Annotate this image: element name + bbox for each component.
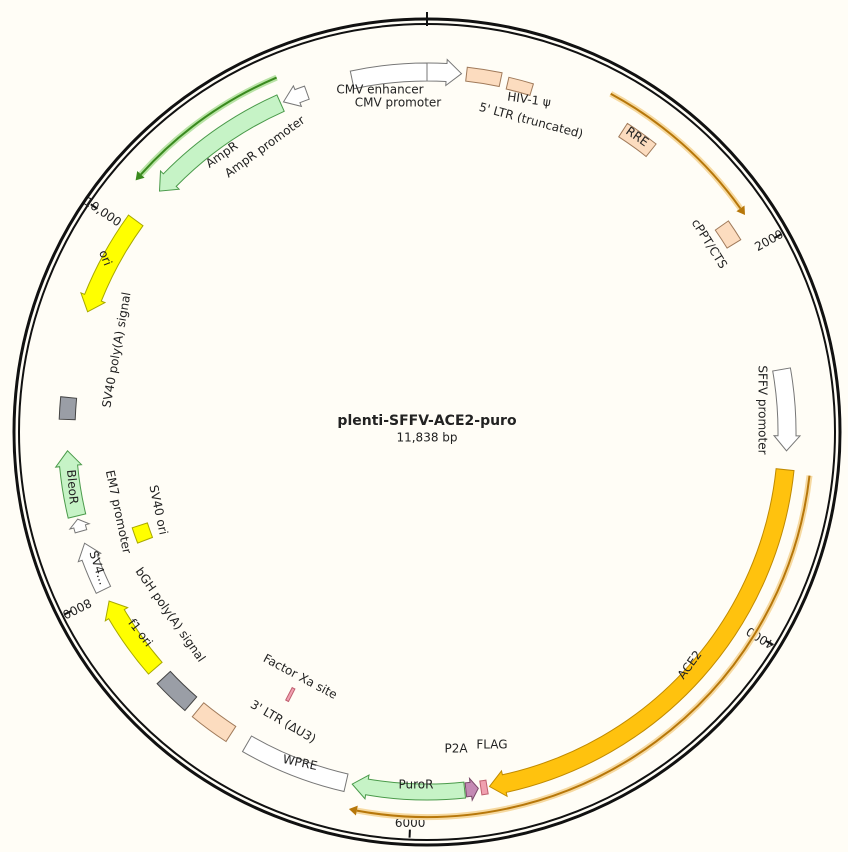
feature-label: P2A xyxy=(444,742,468,756)
feature xyxy=(54,450,87,519)
feature xyxy=(618,122,657,158)
feature xyxy=(505,76,535,97)
feature xyxy=(479,779,489,796)
feature xyxy=(282,84,310,108)
map-length: 11,838 bp xyxy=(396,431,457,445)
feature xyxy=(156,670,198,712)
feature xyxy=(58,396,78,421)
feature xyxy=(714,220,742,249)
feature-label: BleoR xyxy=(64,469,81,505)
direction-arc xyxy=(356,475,811,819)
feature xyxy=(158,94,285,192)
map-title: plenti-SFFV-ACE2-puro xyxy=(337,413,517,429)
direction-head xyxy=(348,805,358,816)
feature xyxy=(131,522,154,544)
scale-tick xyxy=(765,639,774,646)
feature xyxy=(77,542,112,594)
direction-arc xyxy=(610,92,742,209)
feature-label: SFFV promoter xyxy=(756,365,770,454)
feature xyxy=(191,702,237,743)
feature xyxy=(426,58,463,87)
feature xyxy=(465,66,503,88)
feature xyxy=(488,468,795,798)
feature-label: HIV-1 ψ xyxy=(506,90,551,110)
feature xyxy=(241,735,349,793)
scale-tick xyxy=(90,203,99,210)
feature-label: CMV enhancer xyxy=(336,83,423,97)
direction-head xyxy=(736,205,745,215)
feature xyxy=(68,518,91,534)
feature-label: ori xyxy=(96,248,115,268)
feature xyxy=(80,214,144,313)
feature xyxy=(464,776,479,802)
direction-arc xyxy=(140,76,277,176)
feature-label: PuroR xyxy=(399,778,434,792)
scale-tick xyxy=(774,233,782,239)
scale-tick xyxy=(63,610,72,616)
feature-label: FLAG xyxy=(476,738,507,752)
feature xyxy=(772,367,802,452)
feature xyxy=(351,774,467,801)
direction-head xyxy=(135,171,145,181)
feature xyxy=(285,686,296,703)
feature xyxy=(104,600,163,675)
feature-label: CMV promoter xyxy=(355,96,442,110)
